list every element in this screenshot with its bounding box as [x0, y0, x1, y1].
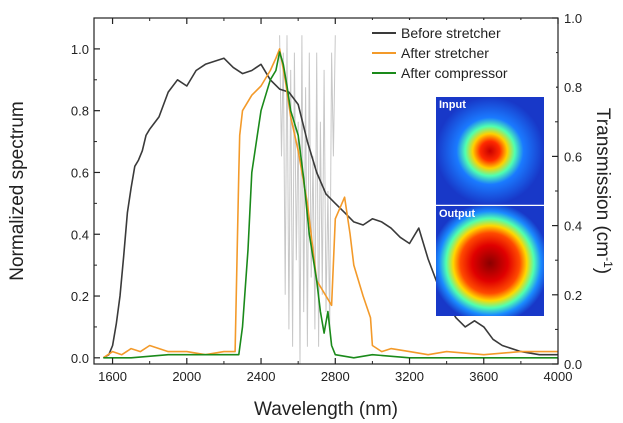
y-left-axis-ticks: 0.0 0.2 0.4 0.6 0.8 1.0 — [71, 42, 100, 366]
y-right-axis-ticks: 0.0 0.2 0.4 0.6 0.8 1.0 — [552, 11, 582, 372]
y-right-label-text: Transmission (cm — [592, 108, 613, 257]
x-axis-label: Wavelength (nm) — [254, 399, 398, 420]
legend: Before stretcher After stretcher After com… — [366, 20, 556, 90]
legend-background — [366, 20, 556, 90]
legend-label: After compressor — [401, 65, 508, 81]
y-left-tick-label: 0.4 — [71, 227, 89, 242]
inset-input-image — [436, 97, 544, 205]
series-line-after-compressor — [103, 51, 558, 359]
y-right-tick-label: 0.6 — [564, 149, 582, 164]
inset-output-label: Output — [439, 208, 475, 220]
y-right-tick-label: 0.8 — [564, 80, 582, 95]
y-left-axis-label: Normalized spectrum — [7, 101, 28, 281]
transmission-line — [279, 35, 336, 364]
x-tick-label: 3600 — [469, 369, 498, 384]
y-left-tick-label: 0.8 — [71, 104, 89, 119]
y-right-tick-label: 1.0 — [564, 11, 582, 26]
y-right-tick-label: 0.4 — [564, 219, 582, 234]
y-right-label-sup: -1 — [601, 257, 615, 268]
transmission-series — [279, 35, 336, 364]
x-axis-ticks: 1600 2000 2400 2800 3200 3600 4000 — [98, 18, 572, 384]
y-right-tick-label: 0.2 — [564, 288, 582, 303]
x-tick-label: 3200 — [395, 369, 424, 384]
beam-inset: Input Output — [436, 97, 544, 316]
x-tick-label: 1600 — [98, 369, 127, 384]
legend-label: After stretcher — [401, 45, 489, 61]
inset-input-label: Input — [439, 99, 466, 111]
y-right-axis-label: Transmission (cm-1) — [592, 108, 615, 274]
series-line-after-stretcher — [102, 48, 558, 359]
y-left-tick-label: 0.2 — [71, 289, 89, 304]
legend-label: Before stretcher — [401, 25, 501, 41]
x-tick-label: 2000 — [172, 369, 201, 384]
x-tick-label: 4000 — [544, 369, 573, 384]
y-left-tick-label: 1.0 — [71, 42, 89, 57]
y-left-tick-label: 0.0 — [71, 351, 89, 366]
x-tick-label: 2400 — [247, 369, 276, 384]
y-right-label-suffix: ) — [592, 268, 613, 274]
inset-output-image — [436, 206, 544, 316]
y-right-tick-label: 0.0 — [564, 357, 582, 372]
y-left-tick-label: 0.6 — [71, 165, 89, 180]
x-tick-label: 2800 — [321, 369, 350, 384]
